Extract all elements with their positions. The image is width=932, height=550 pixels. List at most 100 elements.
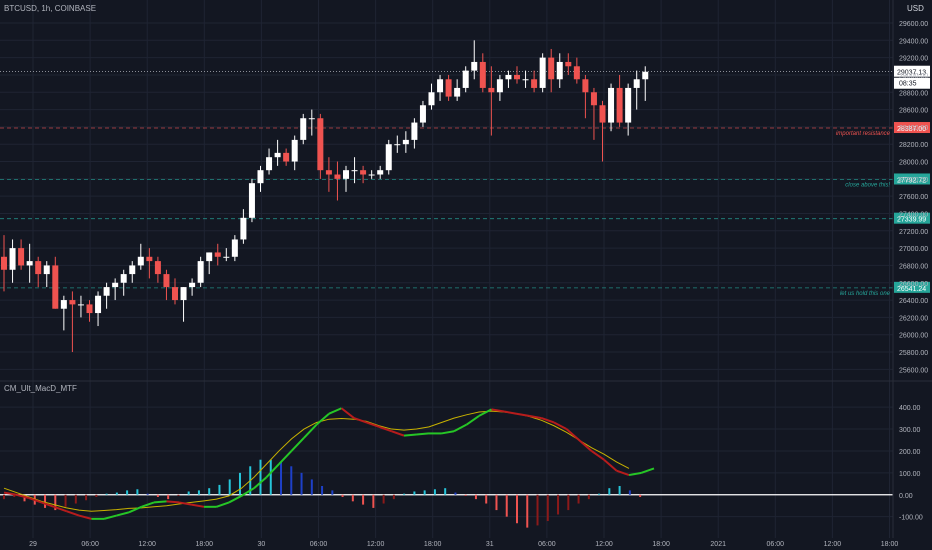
time-tick-label: 06:00	[767, 541, 785, 548]
histogram-bar	[115, 492, 118, 495]
level-annotation: important resistance	[836, 131, 891, 137]
candle-body	[180, 287, 187, 301]
candle-body	[1, 256, 7, 270]
interval-label: 1h	[41, 4, 51, 13]
candle-body	[240, 217, 247, 240]
candle-body	[514, 74, 520, 80]
candle-body	[266, 157, 273, 171]
histogram-bar	[639, 494, 642, 497]
histogram-bar	[577, 494, 580, 504]
histogram-bar	[280, 461, 283, 495]
histogram-bar	[44, 494, 47, 508]
histogram-bar	[321, 486, 324, 495]
candle-body	[505, 74, 512, 80]
time-tick-label: 12:00	[824, 541, 842, 548]
macd-line-segment	[403, 433, 417, 437]
time-tick-label: 12:00	[367, 541, 385, 548]
macd-line-segment	[265, 463, 280, 478]
candle-body	[95, 295, 102, 314]
level-price-tag	[894, 212, 930, 224]
macd-line-segment	[453, 423, 467, 433]
price-tick-label: 29600.00	[899, 21, 928, 28]
candle-body	[496, 79, 503, 93]
candle-body	[189, 282, 196, 288]
price-tick-label: 26200.00	[899, 315, 928, 322]
macd-line-segment	[565, 428, 580, 441]
price-tick-label: 28200.00	[899, 142, 928, 149]
macd-line-segment	[253, 476, 268, 489]
histogram-bar	[156, 494, 159, 497]
histogram-bar	[259, 459, 262, 495]
histogram-bar	[167, 494, 170, 500]
candle-body	[18, 248, 25, 266]
candle-body	[445, 79, 452, 97]
price-tick-label: 27400.00	[899, 211, 928, 218]
indicator-tick-label: 300.00	[899, 427, 921, 434]
macd-line-segment	[228, 494, 242, 504]
histogram-bar	[392, 494, 395, 500]
candle-body	[197, 261, 204, 283]
candle-body	[77, 304, 84, 306]
histogram-bar	[126, 490, 129, 495]
price-tick-label: 29400.00	[899, 38, 928, 45]
histogram-bar	[526, 494, 529, 528]
histogram-bar	[54, 494, 57, 511]
macd-line-segment	[541, 417, 555, 424]
price-tick-label: 29000.00	[899, 73, 928, 80]
candle-body	[291, 139, 298, 162]
macd-line-segment	[416, 432, 430, 436]
price-tick-label: 28600.00	[899, 108, 928, 115]
histogram-bar	[598, 493, 601, 495]
indicator-tick-label: 400.00	[899, 405, 921, 412]
macd-line-segment	[378, 425, 392, 433]
candle-body	[437, 79, 444, 93]
candle-body	[343, 170, 349, 179]
histogram-bar	[85, 494, 88, 501]
macd-line-segment	[516, 412, 530, 417]
time-tick-label: 18:00	[424, 541, 442, 548]
histogram-bar	[362, 494, 365, 505]
macd-line-segment	[128, 505, 142, 514]
candle-body	[86, 304, 93, 314]
macd-line-segment	[166, 500, 180, 504]
macd-line-segment	[278, 450, 293, 465]
price-tick-label: 26600.00	[899, 281, 928, 288]
candle-body	[462, 70, 469, 88]
histogram-bar	[413, 491, 416, 495]
macd-line-segment	[315, 412, 330, 426]
macd-line-segment	[41, 501, 55, 508]
candle-body	[308, 118, 315, 120]
histogram-bar	[536, 494, 539, 526]
symbol-label: BTCUSD	[4, 4, 37, 13]
candle-body	[599, 105, 606, 123]
candle-body	[616, 87, 623, 123]
level-price-tag	[894, 281, 930, 293]
candle-body	[214, 252, 221, 257]
candlesticks	[1, 40, 649, 353]
macd-line-segment	[178, 501, 192, 506]
macd-line-segment	[53, 505, 67, 513]
macd-line-segment	[191, 503, 205, 508]
candle-body	[43, 265, 50, 275]
price-tick-label: 26000.00	[899, 333, 928, 340]
time-tick-label: 2021	[710, 541, 726, 548]
histogram-bar	[331, 490, 334, 495]
macd-line-segment	[441, 430, 455, 435]
histogram-bar	[372, 494, 375, 508]
candle-body	[582, 79, 589, 93]
time-tick-label: 06:00	[310, 541, 328, 548]
time-tick-label: 06:00	[81, 541, 99, 548]
time-tick-label: 12:00	[138, 541, 156, 548]
macd-line-segment	[340, 407, 355, 419]
grid-lines	[0, 0, 893, 538]
histogram-bar	[423, 490, 426, 495]
candle-body	[368, 174, 375, 176]
histogram-bar	[218, 484, 221, 495]
candle-body	[300, 118, 307, 140]
candle-body	[377, 170, 384, 175]
level-price-value: 27339.99	[897, 217, 926, 224]
macd-line-segment	[78, 514, 92, 520]
histogram-bar	[197, 490, 200, 495]
histogram-bar	[444, 488, 447, 495]
macd-line-segment	[503, 410, 517, 415]
